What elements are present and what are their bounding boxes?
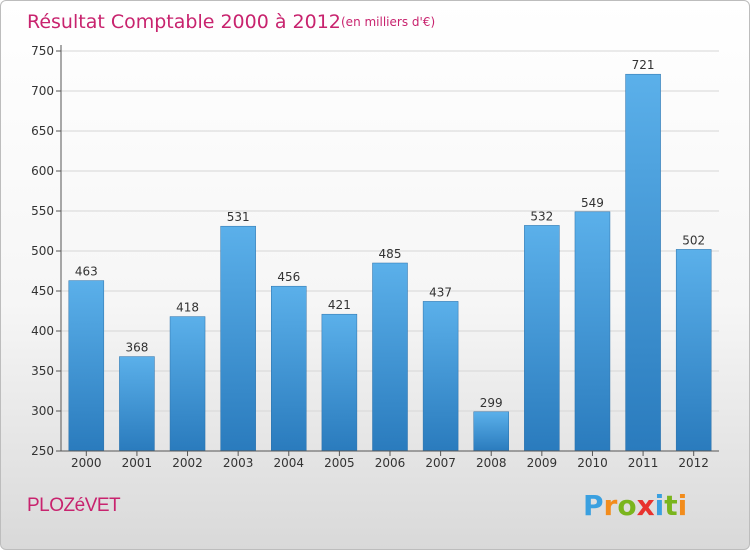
y-tick-label: 350 (31, 364, 54, 378)
logo-letter: o (617, 489, 637, 522)
bar-2002 (169, 316, 206, 452)
logo-letter: t (664, 489, 678, 522)
data-label-2007: 437 (429, 285, 452, 299)
bar-2008 (473, 411, 509, 452)
x-tick-label-2006: 2006 (375, 456, 406, 470)
bar-2012 (675, 249, 712, 452)
bar-2004 (271, 285, 307, 452)
data-label-2008: 299 (480, 396, 503, 410)
x-tick-label-2011: 2011 (628, 456, 659, 470)
logo-letter: r (603, 489, 618, 522)
bar-2009 (524, 225, 560, 452)
y-tick-label: 500 (31, 244, 54, 258)
data-label-2000: 463 (75, 265, 98, 279)
city-name: PLOZéVET (27, 495, 121, 516)
data-label-2012: 502 (682, 233, 705, 247)
y-tick-label: 250 (31, 444, 54, 458)
logo-letter: i (654, 489, 665, 522)
bar-2006 (372, 262, 408, 452)
x-tick-label-2009: 2009 (527, 456, 558, 470)
x-tick-label-2001: 2001 (122, 456, 153, 470)
data-label-2005: 421 (328, 298, 351, 312)
chart-subtitle: (en milliers d'€) (341, 15, 435, 29)
x-tick-label-2010: 2010 (577, 456, 608, 470)
x-tick-label-2004: 2004 (273, 456, 304, 470)
x-tick-label-2008: 2008 (476, 456, 507, 470)
y-tick-label: 700 (31, 84, 54, 98)
bars: 463 368 418 531 456 421 485 437 299 532 549 721 502 (68, 58, 712, 452)
data-label-2003: 531 (227, 210, 250, 224)
y-tick-label: 750 (31, 44, 54, 58)
x-tick-label-2000: 2000 (71, 456, 102, 470)
y-tick-label: 300 (31, 404, 54, 418)
y-tick-label: 400 (31, 324, 54, 338)
data-label-2002: 418 (176, 301, 199, 315)
bar-2000 (68, 280, 105, 452)
y-tick-label: 600 (31, 164, 54, 178)
logo-letter: x (636, 489, 655, 522)
proxiti-logo[interactable]: Proxiti (583, 489, 687, 522)
logo-letter: i (677, 489, 688, 522)
x-tick-label-2005: 2005 (324, 456, 355, 470)
bar-2005 (321, 313, 358, 452)
data-label-2011: 721 (632, 58, 655, 72)
axes: 250 300 350 400 450 500 550 600 650 700 750 2000 200… (31, 44, 719, 470)
data-label-2009: 532 (530, 209, 553, 223)
data-label-2004: 456 (277, 270, 300, 284)
bar-2010 (574, 211, 611, 452)
bar-2011 (625, 73, 661, 452)
y-tick-label: 550 (31, 204, 54, 218)
x-tick-label-2002: 2002 (172, 456, 203, 470)
x-tick-label-2012: 2012 (678, 456, 709, 470)
data-label-2006: 485 (379, 247, 402, 261)
x-tick-label-2007: 2007 (425, 456, 456, 470)
bar-2001 (119, 356, 155, 452)
bar-2003 (220, 225, 256, 452)
bar-2007 (422, 301, 459, 452)
y-tick-label: 450 (31, 284, 54, 298)
chart-title: Résultat Comptable 2000 à 2012 (27, 11, 341, 33)
data-label-2010: 549 (581, 196, 604, 210)
logo-letter: P (583, 489, 604, 522)
x-tick-label-2003: 2003 (223, 456, 254, 470)
y-tick-label: 650 (31, 124, 54, 138)
data-label-2001: 368 (125, 341, 148, 355)
